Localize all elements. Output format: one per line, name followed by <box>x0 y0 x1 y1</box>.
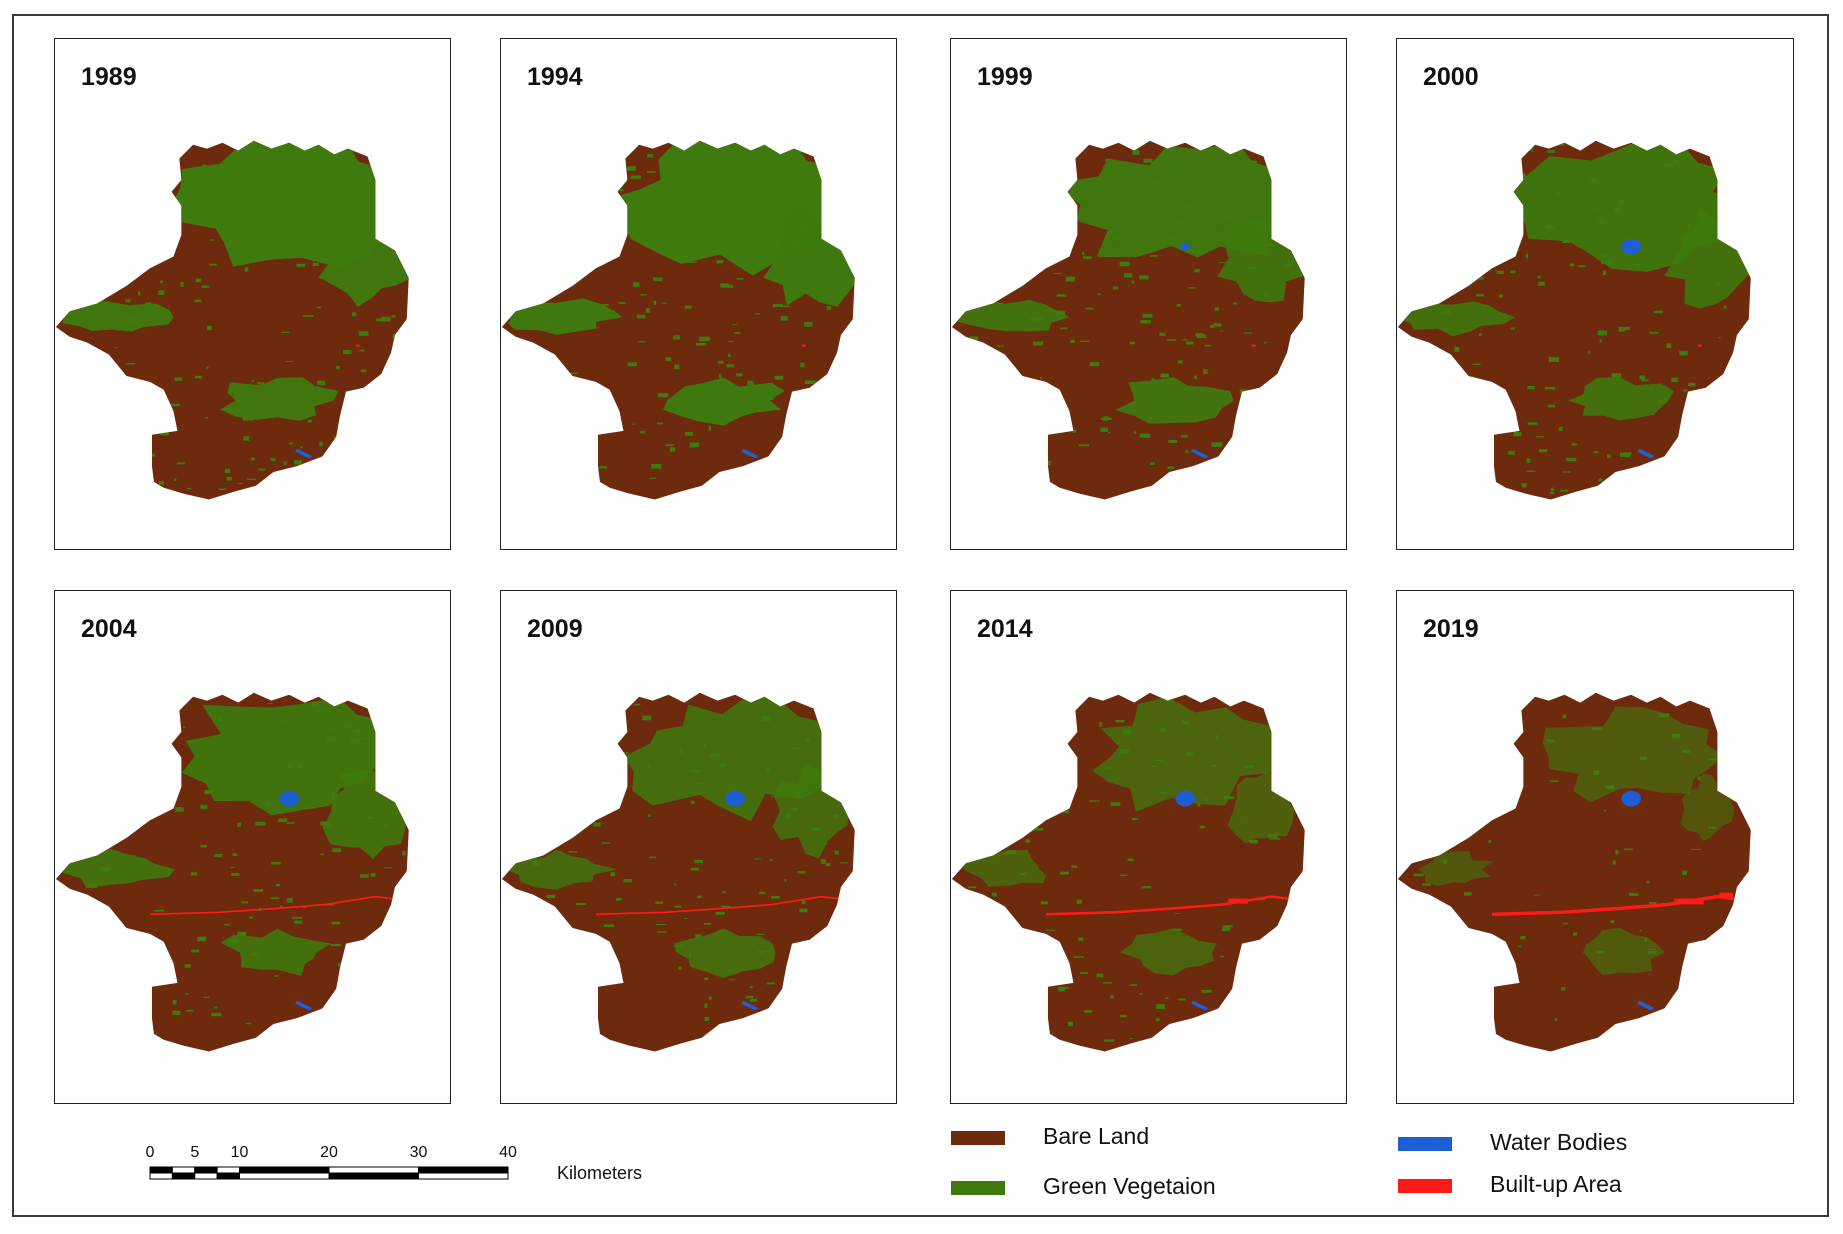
legend-label-bare-land: Bare Land <box>1043 1123 1150 1149</box>
map-panel-1989: 1989 <box>54 38 451 550</box>
figure-frame <box>12 14 1829 1217</box>
map-year-label: 1989 <box>81 63 137 91</box>
built-up-area <box>1045 895 1303 916</box>
built-up-area <box>1697 344 1702 347</box>
scale-unit-label: Kilometers <box>557 1163 643 1183</box>
map-panel-1994: 1994 <box>500 38 897 550</box>
legend-swatch-water-bodies <box>1398 1137 1452 1151</box>
legend-label-built-up-area: Built-up Area <box>1490 1171 1622 1197</box>
legend-swatch-built-up-area <box>1398 1179 1452 1193</box>
green-vegetation-patches <box>56 140 409 493</box>
land-cover-map-2004 <box>55 692 409 1052</box>
land-cover-map-1989 <box>55 140 409 500</box>
built-up-area <box>149 895 407 916</box>
land-cover-map-2019 <box>1397 692 1751 1052</box>
legend-label-green-vegetation: Green Vegetaion <box>1043 1173 1216 1199</box>
built-up-area <box>1491 892 1749 916</box>
water-bodies <box>279 790 313 1011</box>
scale-tick-label: 0 <box>146 1144 155 1161</box>
scale-tick-label: 30 <box>410 1144 428 1161</box>
built-up-area <box>801 344 806 347</box>
map-panel-2009: 2009 <box>500 590 897 1104</box>
scale-tick-label: 5 <box>190 1144 199 1161</box>
green-vegetation-patches <box>55 695 409 1046</box>
water-bodies <box>1621 790 1655 1011</box>
map-panel-2019: 2019 <box>1396 590 1794 1104</box>
land-cover-map-2000 <box>1397 140 1751 500</box>
land-cover-map-2014 <box>951 692 1305 1052</box>
scale-tick-label: 10 <box>231 1144 249 1161</box>
water-bodies <box>1175 790 1209 1011</box>
legend-swatch-bare-land <box>951 1131 1005 1145</box>
legend-swatch-green-vegetation <box>951 1181 1005 1195</box>
scale-tick-label: 40 <box>499 1144 517 1161</box>
water-bodies <box>741 448 759 459</box>
scale-tick-label: 20 <box>320 1144 338 1161</box>
map-panel-1999: 1999 <box>950 38 1347 550</box>
map-year-label: 2014 <box>977 615 1033 643</box>
map-panel-2000: 2000 <box>1396 38 1794 550</box>
water-bodies <box>725 790 759 1011</box>
map-panel-2004: 2004 <box>54 590 451 1104</box>
map-year-label: 2009 <box>527 615 583 643</box>
map-panel-2014: 2014 <box>950 590 1347 1104</box>
legend-label-water-bodies: Water Bodies <box>1490 1129 1628 1155</box>
built-up-area <box>1251 344 1256 347</box>
map-year-label: 2004 <box>81 615 137 643</box>
water-bodies <box>1180 242 1209 459</box>
map-year-label: 2019 <box>1423 615 1479 643</box>
green-vegetation-patches <box>959 695 1305 1042</box>
land-cover-map-1994 <box>501 140 855 500</box>
scale-bar: 0 5 10 20 30 40 <box>146 1144 517 1180</box>
water-bodies <box>295 448 313 459</box>
water-bodies <box>1621 238 1655 459</box>
map-year-label: 1999 <box>977 63 1033 91</box>
green-vegetation-patches <box>501 140 855 495</box>
map-year-label: 1994 <box>527 63 583 91</box>
land-cover-map-2009 <box>501 692 855 1052</box>
built-up-area <box>355 344 360 347</box>
land-cover-map-1999 <box>951 140 1305 500</box>
built-up-area <box>595 895 853 916</box>
map-year-label: 2000 <box>1423 63 1479 91</box>
